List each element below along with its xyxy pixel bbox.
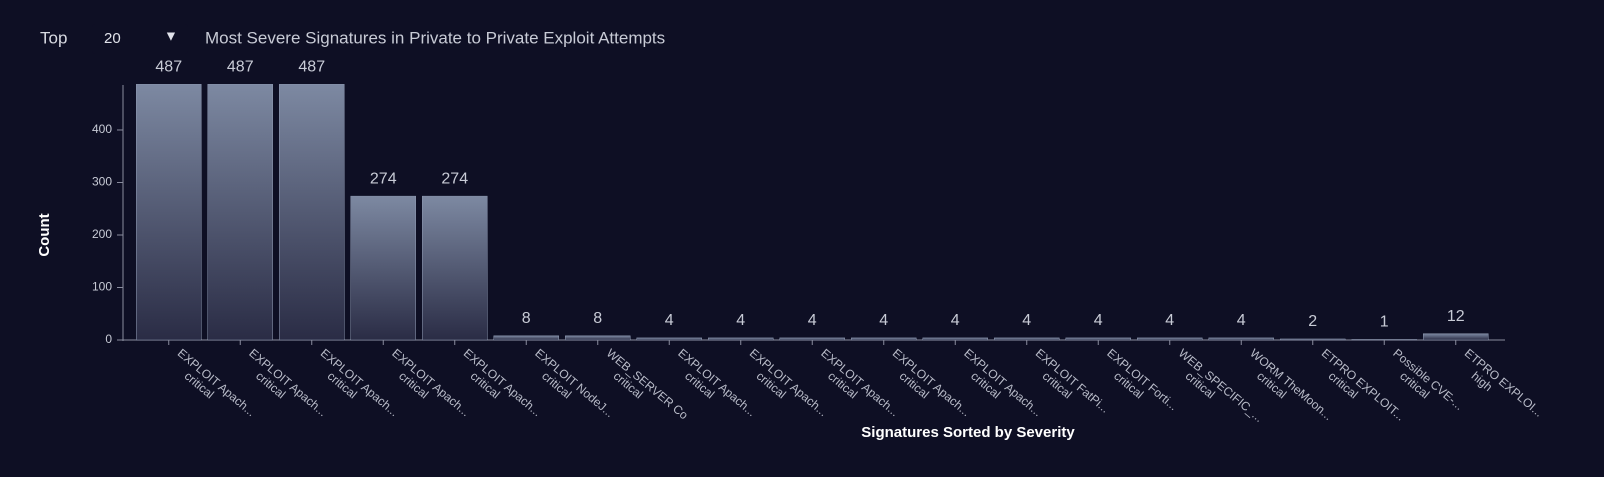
y-tick-label: 0 <box>105 332 112 346</box>
y-tick-label: 400 <box>92 122 112 136</box>
value-label: 4 <box>1165 312 1174 329</box>
value-label: 4 <box>1237 312 1246 329</box>
y-tick-label: 200 <box>92 227 112 241</box>
value-label: 487 <box>298 59 325 76</box>
bar <box>1137 337 1203 341</box>
value-label: 8 <box>593 310 602 327</box>
bar <box>493 335 559 341</box>
value-label: 274 <box>370 170 397 187</box>
bar <box>994 337 1060 341</box>
bar <box>422 195 488 341</box>
bar <box>708 337 774 341</box>
bar <box>1423 333 1489 341</box>
bar <box>207 84 273 341</box>
bar <box>851 337 917 341</box>
value-label: 1 <box>1380 314 1389 331</box>
value-label: 4 <box>736 312 745 329</box>
bar <box>636 337 702 341</box>
value-label: 4 <box>1022 312 1031 329</box>
value-label: 4 <box>1094 312 1103 329</box>
value-label: 487 <box>155 59 182 76</box>
bar <box>1208 337 1274 341</box>
value-label: 4 <box>879 312 888 329</box>
top-value[interactable]: 20 <box>104 30 121 47</box>
value-label: 4 <box>808 312 817 329</box>
bar <box>1280 338 1346 341</box>
bar <box>779 337 845 341</box>
bar <box>1351 339 1417 341</box>
y-axis-label: Count <box>36 213 53 256</box>
bar <box>922 337 988 341</box>
chart-title: Most Severe Signatures in Private to Pri… <box>205 28 665 47</box>
value-label: 2 <box>1308 313 1317 330</box>
value-label: 487 <box>227 59 254 76</box>
value-label: 274 <box>441 170 468 187</box>
bar <box>1065 337 1131 341</box>
value-label: 12 <box>1447 308 1465 325</box>
dropdown-arrow[interactable]: ▼ <box>164 28 178 44</box>
value-label: 8 <box>522 310 531 327</box>
top-label: Top <box>40 28 67 47</box>
bar <box>136 84 202 341</box>
y-tick-label: 300 <box>92 175 112 189</box>
bar <box>565 335 631 341</box>
x-axis-label: Signatures Sorted by Severity <box>861 424 1075 441</box>
value-label: 4 <box>665 312 674 329</box>
bar <box>350 195 416 341</box>
value-label: 4 <box>951 312 960 329</box>
top-dropdown[interactable] <box>92 24 188 54</box>
bar <box>279 84 345 341</box>
y-tick-label: 100 <box>92 280 112 294</box>
